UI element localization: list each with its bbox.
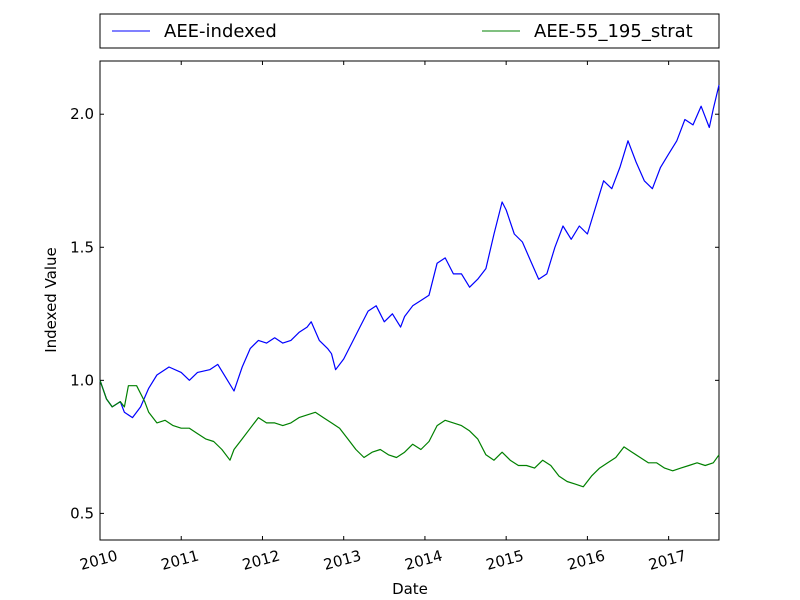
- y-tick-label: 0.5: [70, 504, 94, 522]
- x-tick-label: 2016: [565, 547, 607, 574]
- series-line-aee-indexed: [99, 84, 720, 419]
- series-layer: [99, 84, 720, 488]
- legend: AEE-indexed AEE-55_195_strat: [99, 13, 720, 49]
- series-line-aee-55-195-strat: [99, 380, 720, 488]
- y-tick-label: 2.0: [70, 105, 94, 123]
- y-axis: 0.5 1.0 1.5 2.0: [70, 105, 719, 522]
- x-tick-label: 2010: [78, 547, 120, 574]
- y-tick-label: 1.5: [70, 238, 94, 256]
- legend-box: [99, 13, 720, 49]
- x-tick-label: 2015: [484, 547, 526, 574]
- x-axis-label: Date: [392, 580, 428, 598]
- x-tick-label: 2014: [403, 547, 445, 574]
- x-tick-label: 2011: [159, 547, 201, 574]
- x-tick-label: 2013: [322, 547, 364, 574]
- x-tick-label: 2012: [240, 547, 282, 574]
- legend-label-aee-strat: AEE-55_195_strat: [534, 21, 693, 42]
- y-axis-label: Indexed Value: [42, 247, 60, 353]
- x-tick-label: 2017: [647, 547, 689, 574]
- legend-label-aee-indexed: AEE-indexed: [164, 21, 277, 42]
- y-tick-label: 1.0: [70, 371, 94, 389]
- plot-area: [99, 60, 720, 541]
